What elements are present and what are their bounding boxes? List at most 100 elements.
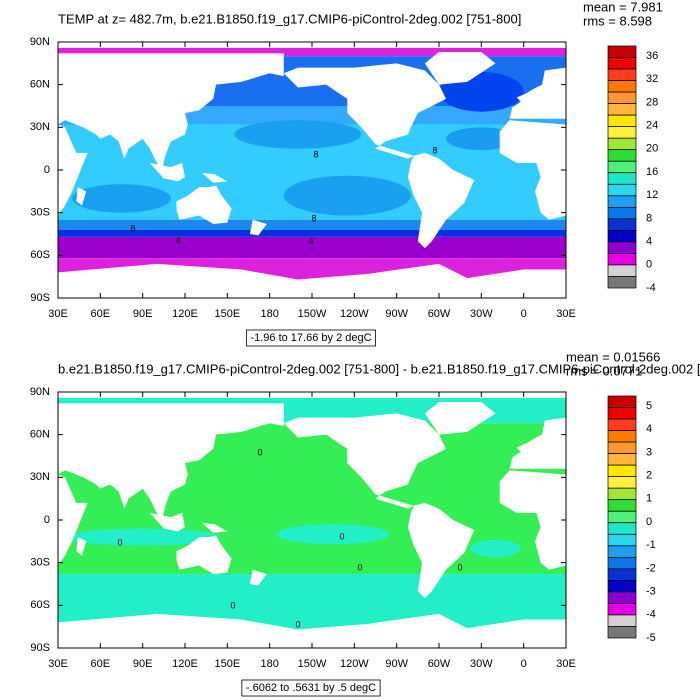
colorbar-label: 8 <box>646 212 652 224</box>
lon-label: 30W <box>470 308 493 320</box>
land <box>58 403 284 519</box>
land <box>58 263 566 298</box>
ocean-region <box>446 127 517 151</box>
land <box>249 219 267 236</box>
map <box>58 392 566 648</box>
colorbar-box <box>607 580 637 593</box>
lat-label: 60S <box>30 599 50 611</box>
ocean-region <box>234 120 362 149</box>
lon-label: 90W <box>385 308 408 320</box>
colorbar-label: 20 <box>646 143 658 155</box>
colorbar-box <box>607 476 637 489</box>
lat-label: 90N <box>30 386 50 398</box>
ocean-band <box>58 219 566 230</box>
map <box>58 42 566 298</box>
lon-label: 0 <box>521 308 527 320</box>
colorbar-box <box>607 441 637 454</box>
colorbar-label: 1 <box>646 493 652 505</box>
colorbar-box <box>607 464 637 478</box>
colorbar-box <box>607 614 637 627</box>
land <box>249 569 267 586</box>
land <box>58 613 566 648</box>
lon-label: 30E <box>48 308 68 320</box>
colorbar-box <box>607 45 637 58</box>
colorbar-box <box>607 172 637 185</box>
colorbar-box <box>607 195 637 208</box>
lon-label: 30E <box>556 658 576 670</box>
colorbar-box <box>607 149 637 162</box>
lon-label: 120W <box>340 658 369 670</box>
lon-label: 90W <box>385 658 408 670</box>
land <box>509 67 566 119</box>
colorbar-box <box>607 126 637 139</box>
colorbar-label: 5 <box>646 400 652 412</box>
land <box>176 185 232 225</box>
lon-label: 90E <box>133 308 153 320</box>
land <box>509 417 566 469</box>
contour-label: 8 <box>313 149 318 159</box>
lat-label: 30S <box>30 557 50 569</box>
lat-label: 90N <box>30 36 50 48</box>
colorbar-box <box>607 453 637 466</box>
colorbar-label: 28 <box>646 96 658 108</box>
lon-label: 180 <box>260 658 278 670</box>
colorbar-box <box>607 395 637 408</box>
lat-label: 0 <box>44 514 50 526</box>
colorbar-label: 12 <box>646 189 658 201</box>
land <box>176 535 232 575</box>
range-box <box>241 679 381 697</box>
colorbar-box <box>607 253 637 266</box>
land <box>58 474 88 566</box>
land <box>149 512 185 532</box>
lat-label: 30N <box>30 121 50 133</box>
colorbar-box <box>607 206 637 220</box>
land <box>149 162 185 182</box>
contour-label: 4 <box>308 236 313 246</box>
lon-label: 60E <box>91 658 111 670</box>
colorbar-box <box>607 407 637 420</box>
colorbar-box <box>607 430 637 443</box>
colorbar-label: -2 <box>646 562 656 574</box>
colorbar-box <box>607 218 637 231</box>
land <box>499 120 566 220</box>
lon-label: 150E <box>214 308 240 320</box>
colorbar-box <box>607 487 637 501</box>
panel-title: TEMP at z= 482.7m, b.e21.B1850.f19_g17.C… <box>58 11 521 26</box>
land <box>58 124 88 216</box>
lat-label: 30N <box>30 471 50 483</box>
colorbar-box <box>607 57 637 70</box>
range-box <box>246 329 376 347</box>
colorbar-box <box>607 556 637 570</box>
lon-label: 180 <box>260 308 278 320</box>
lon-label: 30W <box>470 658 493 670</box>
colorbar-box <box>607 160 637 174</box>
colorbar-box <box>607 626 637 639</box>
mean-stat: mean = 0.01566 <box>566 349 660 364</box>
colorbar-box <box>607 276 637 289</box>
colorbar-label: 0 <box>646 259 652 271</box>
colorbar-box <box>607 603 637 616</box>
land <box>201 172 228 183</box>
colorbar-label: -1 <box>646 539 656 551</box>
colorbar-box <box>607 241 637 254</box>
ocean-band <box>58 229 566 237</box>
lon-label: 150W <box>298 658 327 670</box>
lon-label: 60E <box>91 308 111 320</box>
ocean-region <box>470 539 521 557</box>
colorbar-box <box>607 68 637 81</box>
lat-label: 30S <box>30 207 50 219</box>
colorbar-box <box>607 91 637 104</box>
colorbar-box <box>607 114 637 128</box>
range-text: -.6062 to .5631 by .5 degC <box>246 682 376 694</box>
lon-label: 120E <box>172 658 198 670</box>
ocean-region <box>255 454 341 478</box>
ocean-band <box>58 47 566 57</box>
ocean-region <box>65 528 221 546</box>
ocean-region <box>276 524 390 545</box>
contour-label: 4 <box>175 235 180 245</box>
contour-label: 0 <box>230 600 235 610</box>
lon-label: 60W <box>428 658 451 670</box>
land <box>76 187 87 206</box>
lon-label: 90E <box>133 658 153 670</box>
